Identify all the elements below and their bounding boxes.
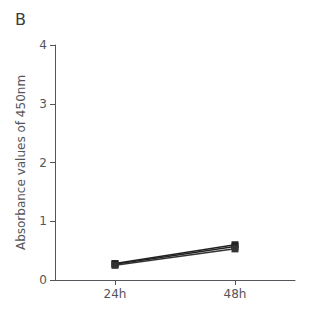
svg-text:Absorbance values of 450nm: Absorbance values of 450nm bbox=[14, 75, 28, 250]
svg-text:0: 0 bbox=[39, 273, 47, 287]
svg-text:24h: 24h bbox=[104, 287, 127, 301]
svg-text:B: B bbox=[15, 10, 26, 29]
svg-text:4: 4 bbox=[39, 38, 47, 52]
svg-text:48h: 48h bbox=[224, 287, 247, 301]
svg-text:3: 3 bbox=[39, 97, 47, 111]
svg-text:2: 2 bbox=[39, 156, 47, 170]
svg-text:1: 1 bbox=[39, 214, 47, 228]
